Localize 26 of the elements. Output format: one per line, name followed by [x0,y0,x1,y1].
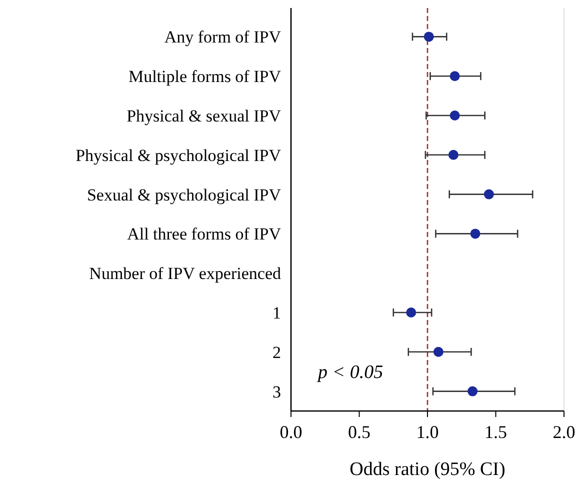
x-tick-label: 1.0 [416,422,439,442]
x-tick-label: 1.5 [484,422,507,442]
y-tick-label: Physical & psychological IPV [76,146,282,165]
x-tick-label: 0.0 [280,422,302,442]
point [484,189,494,200]
y-tick-label: 3 [272,382,281,402]
point [470,228,480,239]
y-tick-label: 2 [272,342,281,362]
y-tick-label: Sexual & psychological IPV [86,185,282,204]
annotation: p < 0.05 [316,362,384,383]
y-tick-label: Physical & sexual IPV [126,106,282,126]
y-tick-label: Number of IPV experienced [89,264,282,284]
point [448,150,458,160]
y-tick-label: Any form of IPV [164,28,282,47]
x-axis-title: Odds ratio (95% CI) [350,459,506,480]
point [433,346,444,357]
point [450,110,460,120]
point [468,386,478,396]
y-tick-label: All three forms of IPV [127,224,282,244]
point [424,32,434,42]
x-tick-label: 2.0 [552,422,576,442]
point [406,308,416,318]
x-tick-label: 0.5 [348,422,370,442]
y-tick-label: 1 [272,304,281,322]
point [450,71,460,82]
y-tick-label: Multiple forms of IPV [128,67,282,86]
